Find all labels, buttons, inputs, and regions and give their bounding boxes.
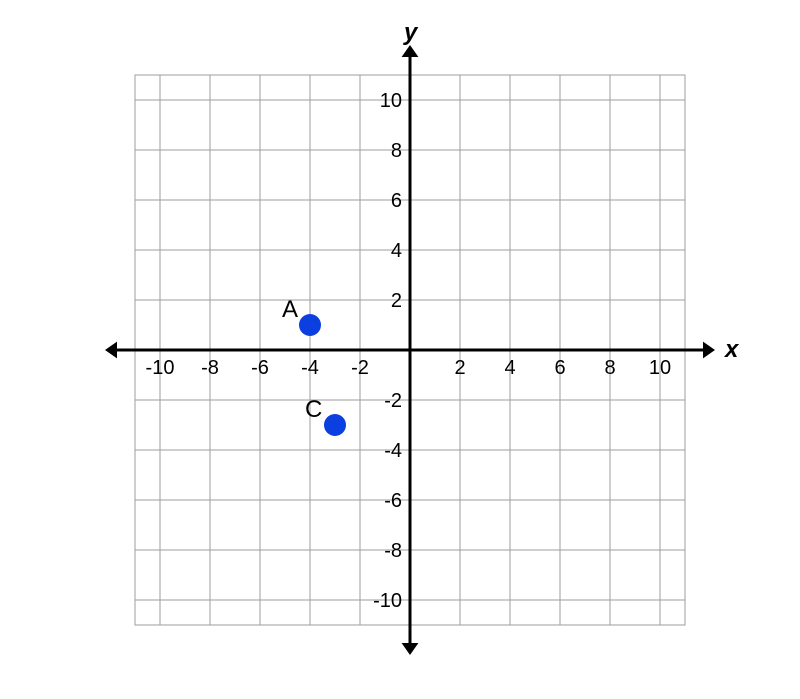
x-axis-label: x xyxy=(725,336,738,364)
svg-text:-2: -2 xyxy=(351,357,369,379)
svg-text:-6: -6 xyxy=(384,490,402,512)
svg-text:8: 8 xyxy=(604,357,615,379)
chart-svg: -10 -8 -6 -4 -2 2 4 6 8 10 -10 -8 -6 -4 -2 2 4 6 8 10 A C xyxy=(50,30,750,670)
point-a xyxy=(299,314,321,336)
svg-text:6: 6 xyxy=(391,190,402,212)
svg-text:-10: -10 xyxy=(373,590,402,612)
svg-text:-4: -4 xyxy=(384,440,402,462)
svg-text:-10: -10 xyxy=(146,357,175,379)
svg-text:4: 4 xyxy=(504,357,515,379)
svg-text:-4: -4 xyxy=(301,357,319,379)
svg-text:2: 2 xyxy=(391,290,402,312)
svg-text:-6: -6 xyxy=(251,357,269,379)
svg-text:-2: -2 xyxy=(384,390,402,412)
svg-text:6: 6 xyxy=(554,357,565,379)
svg-text:-8: -8 xyxy=(384,540,402,562)
svg-text:10: 10 xyxy=(380,90,402,112)
point-label-a: A xyxy=(282,296,298,323)
point-c xyxy=(324,414,346,436)
point-label-c: C xyxy=(305,396,322,423)
coordinate-plane-chart: -10 -8 -6 -4 -2 2 4 6 8 10 -10 -8 -6 -4 -2 2 4 6 8 10 A C xyxy=(50,30,750,675)
y-axis-label: y xyxy=(404,19,417,47)
svg-text:2: 2 xyxy=(454,357,465,379)
svg-text:8: 8 xyxy=(391,140,402,162)
svg-text:10: 10 xyxy=(649,357,671,379)
svg-text:-8: -8 xyxy=(201,357,219,379)
svg-text:4: 4 xyxy=(391,240,402,262)
